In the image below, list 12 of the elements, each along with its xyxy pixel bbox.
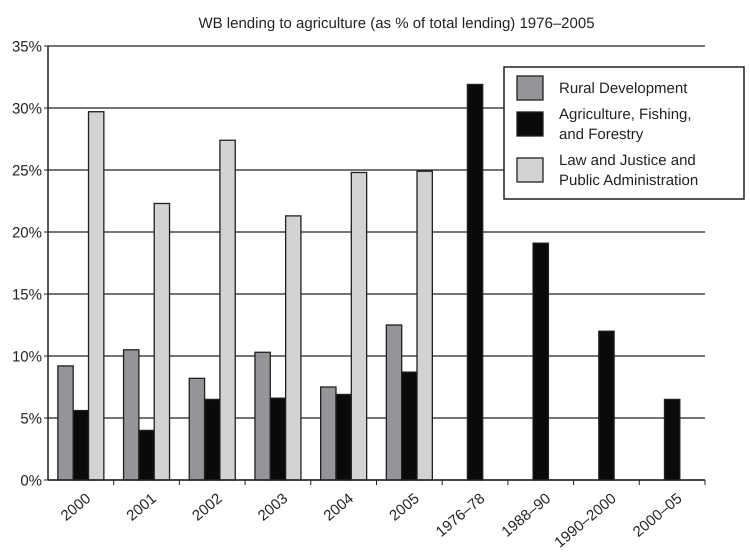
y-tick-label: 10% [12, 348, 42, 366]
y-tick-label: 20% [12, 224, 42, 242]
y-tick-label: 5% [20, 410, 42, 428]
y-tick-label: 25% [12, 162, 42, 180]
chart-title: WB lending to agriculture (as % of total lending) 1976–2005 [198, 15, 595, 32]
legend-label: Rural Development [559, 80, 688, 97]
y-tick-label: 15% [12, 286, 42, 304]
legend-label: Agriculture, Fishing, and Forestry [559, 106, 692, 143]
y-tick-label: 0% [20, 472, 42, 490]
y-tick-label: 35% [12, 38, 42, 56]
y-tick-label: 30% [12, 100, 42, 118]
legend-label: Law and Justice and Public Administration [559, 152, 698, 189]
